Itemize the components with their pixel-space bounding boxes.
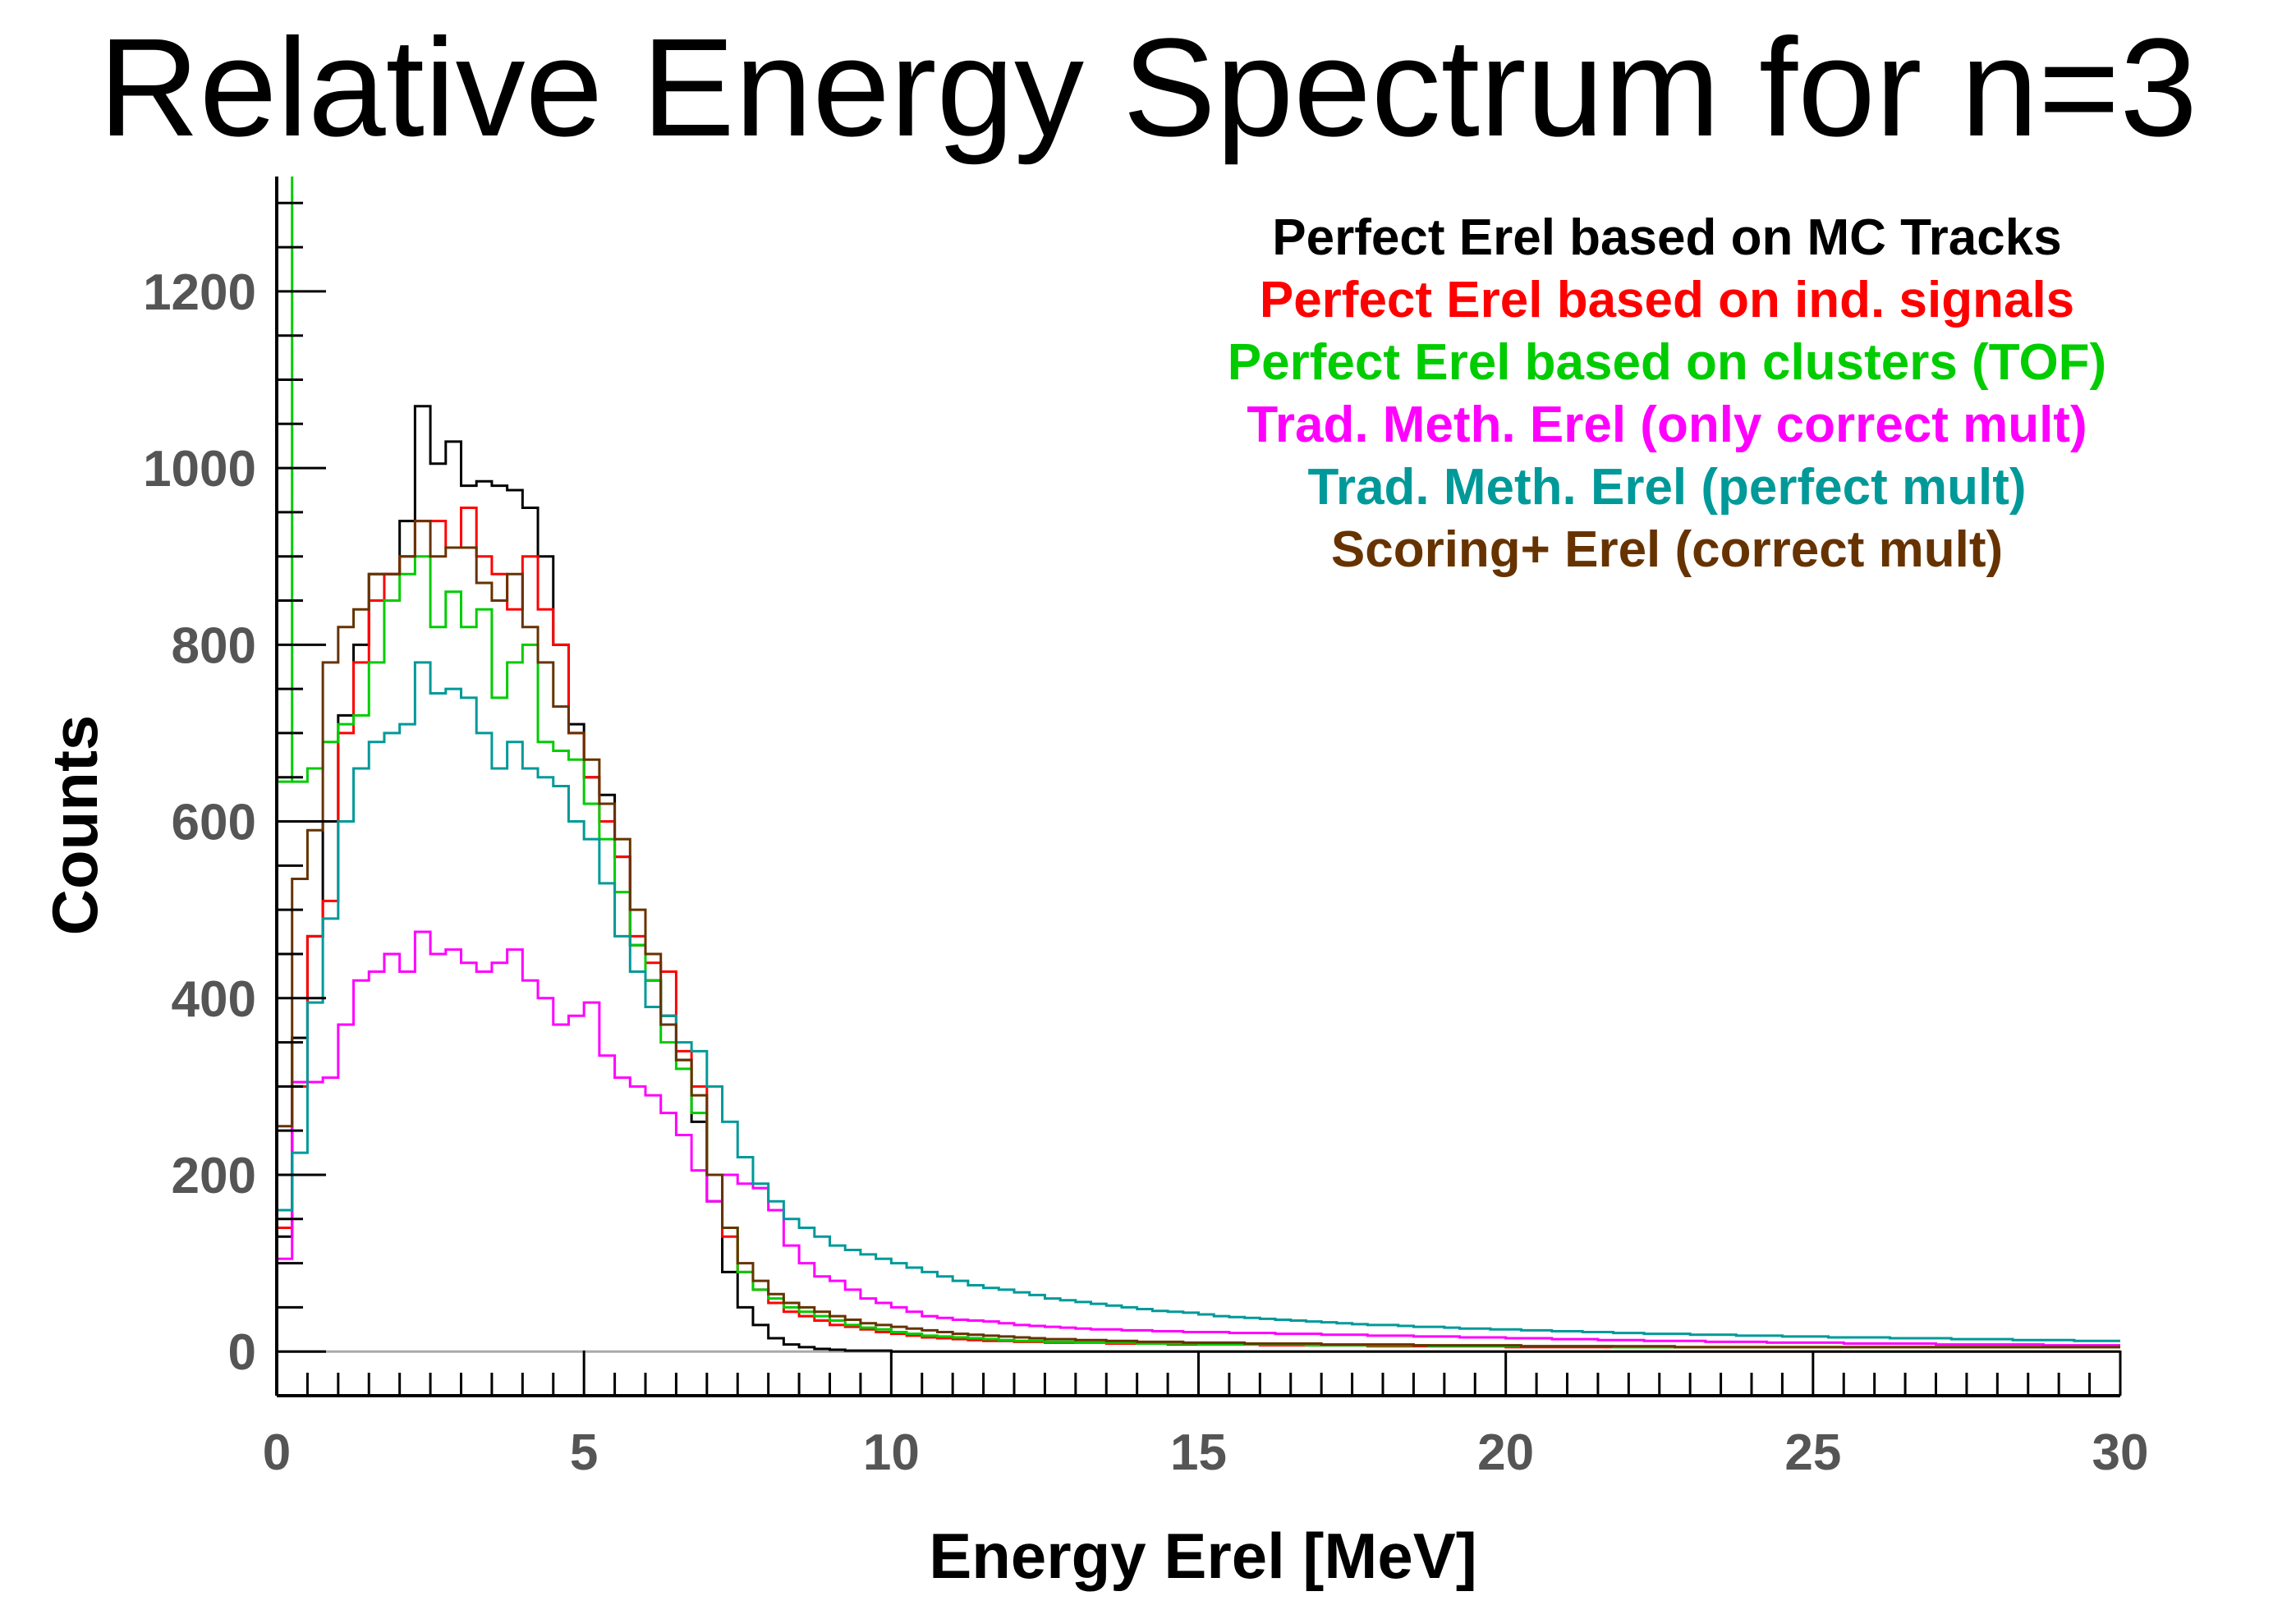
legend-entry-1: Perfect Erel based on MC Tracks — [1272, 209, 2061, 266]
y-tick-label: 200 — [172, 1148, 256, 1204]
series-line-5 — [275, 661, 2120, 1352]
y-tick-label: 1000 — [143, 441, 256, 498]
y-tick-label: 400 — [172, 971, 256, 1028]
legend-entry-6: Scoring+ Erel (correct mult) — [1331, 521, 2003, 578]
x-tick-label: 30 — [2092, 1424, 2149, 1481]
legend-entry-3: Perfect Erel based on clusters (TOF) — [1228, 334, 2106, 391]
x-tick-label: 20 — [1477, 1424, 1534, 1481]
y-tick-label: 0 — [228, 1324, 256, 1381]
y-tick-label: 1200 — [143, 264, 256, 321]
y-ticks: 0 200 400 600 800 1000 1200 — [143, 201, 326, 1381]
x-axis-label: Energy Erel [MeV] — [929, 1520, 1477, 1592]
legend: Perfect Erel based on MC Tracks Perfect E… — [1228, 209, 2106, 578]
series-line-2 — [275, 507, 2120, 1352]
y-axis-label: Counts — [39, 715, 111, 936]
series-group — [275, 405, 2120, 1353]
x-tick-label: 5 — [570, 1424, 598, 1481]
series-line-1 — [275, 405, 2120, 1353]
y-tick-label: 800 — [172, 617, 256, 674]
x-tick-label: 25 — [1784, 1424, 1841, 1481]
legend-entry-2: Perfect Erel based on ind. signals — [1260, 272, 2074, 328]
series-line-6 — [275, 520, 2120, 1352]
x-ticks: 0 5 10 15 20 25 30 — [263, 1351, 2149, 1481]
chart-title: Relative Energy Spectrum for n=3 — [99, 10, 2197, 166]
x-tick-label: 0 — [263, 1424, 291, 1481]
legend-entry-5: Trad. Meth. Erel (perfect mult) — [1307, 459, 2026, 516]
series-line-4 — [275, 930, 2120, 1352]
plot-area: 0 200 400 600 800 1000 1200 0 5 10 15 20 25 30 — [143, 177, 2148, 1481]
x-tick-label: 10 — [863, 1424, 920, 1481]
y-tick-label: 600 — [172, 795, 256, 851]
legend-entry-4: Trad. Meth. Erel (only correct mult) — [1247, 397, 2087, 453]
x-tick-label: 15 — [1170, 1424, 1227, 1481]
